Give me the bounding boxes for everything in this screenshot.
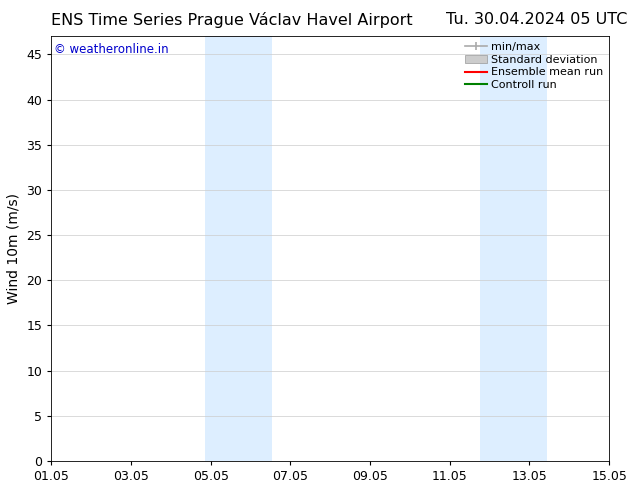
- Bar: [480, 36, 547, 461]
- Legend: min/max, Standard deviation, Ensemble mean run, Controll run: min/max, Standard deviation, Ensemble me…: [465, 42, 604, 90]
- Y-axis label: Wind 10m (m/s): Wind 10m (m/s): [7, 193, 21, 304]
- Text: © weatheronline.in: © weatheronline.in: [54, 43, 169, 56]
- Text: ENS Time Series Prague Václav Havel Airport: ENS Time Series Prague Václav Havel Airp…: [51, 12, 413, 28]
- Text: Tu. 30.04.2024 05 UTC: Tu. 30.04.2024 05 UTC: [446, 12, 628, 27]
- Bar: [205, 36, 273, 461]
